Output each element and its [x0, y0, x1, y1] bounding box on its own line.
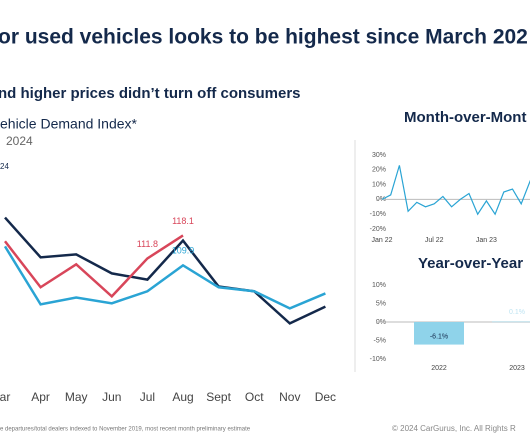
chart-title: ehicle Demand Index*: [0, 116, 138, 132]
y-tick-label: 20%: [372, 167, 386, 174]
x-tick-label: ar: [0, 390, 10, 404]
x-tick-label: Jul: [140, 390, 155, 404]
data-label: 109.9: [172, 246, 195, 256]
bar: [492, 321, 530, 323]
y-tick-label: 10%: [372, 282, 386, 289]
x-tick-label: Nov: [279, 390, 300, 404]
series-line: [4, 216, 326, 325]
y-tick-label: -10%: [370, 211, 386, 218]
legend-label: 24: [0, 162, 9, 171]
x-tick-label: May: [65, 390, 88, 404]
y-tick-label: -10%: [370, 356, 386, 363]
data-label: -6.1%: [430, 333, 448, 340]
data-label: 118.1: [172, 216, 194, 226]
x-tick-label: Jan 23: [476, 237, 497, 244]
x-tick-label: 2023: [509, 365, 525, 372]
x-tick-label: Jan 22: [371, 237, 392, 244]
subtitle: nd higher prices didn’t turn off consume…: [0, 85, 301, 102]
x-tick-label: Sept: [206, 390, 231, 404]
y-tick-label: 30%: [372, 152, 386, 159]
data-label: 0.1%: [509, 309, 525, 316]
x-tick-label: Jul 22: [425, 237, 444, 244]
x-tick-label: 2022: [431, 365, 447, 372]
x-tick-label: Oct: [245, 390, 264, 404]
y-tick-label: -5%: [374, 337, 386, 344]
chart-title: Year-over-Year: [418, 255, 523, 272]
data-label: 111.8: [137, 239, 158, 249]
x-tick-label: Aug: [172, 390, 193, 404]
y-tick-label: -20%: [370, 226, 386, 233]
y-tick-label: 5%: [376, 300, 386, 307]
x-tick-label: Jun: [102, 390, 121, 404]
chart-title: Month-over-Mont: [404, 109, 526, 126]
series-line: [4, 234, 184, 299]
y-tick-label: 10%: [372, 181, 386, 188]
x-tick-label: Apr: [31, 390, 50, 404]
x-tick-label: Dec: [315, 390, 336, 404]
series-line: [381, 165, 530, 216]
source: © 2024 CarGurus, Inc. All Rights R: [392, 424, 516, 433]
series-line: [3, 245, 326, 310]
footnote: e departures/total dealers indexed to No…: [0, 427, 251, 433]
page-title: or used vehicles looks to be highest sin…: [0, 26, 528, 49]
bar: [414, 322, 464, 345]
chart-subtitle: 2024: [6, 134, 33, 148]
